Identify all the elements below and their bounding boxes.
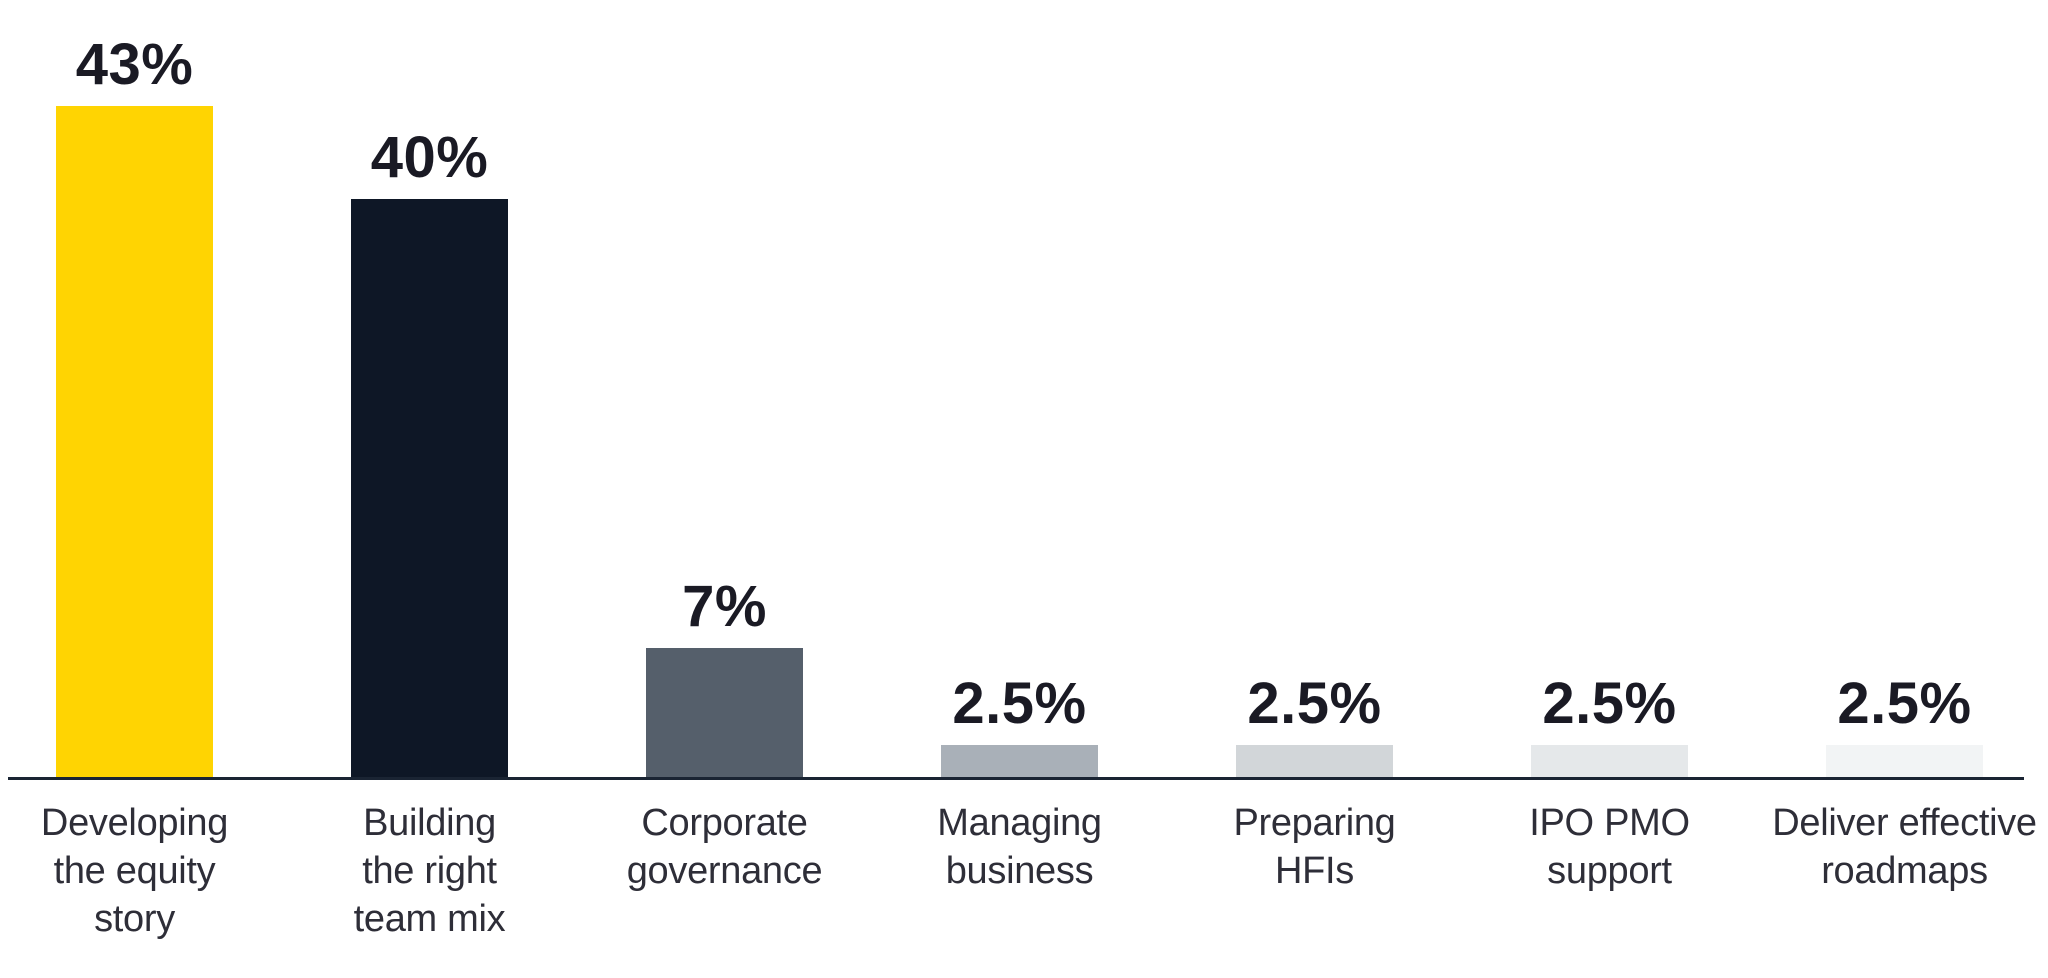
- bar: [1531, 745, 1688, 777]
- bar-category-label: Building the right team mix: [282, 799, 577, 943]
- category-label-line: Preparing: [1233, 802, 1396, 844]
- bar: [941, 745, 1098, 777]
- bar-column: 2.5%: [1462, 0, 1757, 777]
- category-labels-row: Developing the equity story Building the ri…: [0, 799, 2048, 943]
- plot-area: 43% 40% 7% 2.5% 2.5% 2.5% 2.5%: [0, 0, 2048, 777]
- bar-value-label: 40%: [370, 125, 489, 190]
- category-label-line: Corporate: [641, 802, 808, 844]
- bar: [351, 199, 508, 777]
- bar-column: 2.5%: [1167, 0, 1462, 777]
- category-label-line: Developing: [40, 802, 229, 844]
- category-label-line: story: [94, 898, 175, 940]
- bar-column: 40%: [282, 0, 577, 777]
- bar: [1826, 745, 1983, 777]
- category-label-line: IPO PMO: [1529, 802, 1690, 844]
- bar-category-label: Preparing HFIs: [1167, 799, 1462, 943]
- bar: [646, 648, 803, 777]
- category-label-line: the right: [362, 850, 497, 892]
- bar: [56, 106, 213, 777]
- bar-category-label: Deliver effective roadmaps: [1757, 799, 2048, 943]
- category-label-line: roadmaps: [1821, 850, 1988, 892]
- bar-category-label: Corporate governance: [577, 799, 872, 943]
- category-label-line: business: [945, 850, 1094, 892]
- bar-category-label: IPO PMO support: [1462, 799, 1757, 943]
- x-axis-line: [8, 777, 2024, 780]
- category-label-line: team mix: [353, 898, 506, 940]
- bar-category-label: Managing business: [872, 799, 1167, 943]
- bar: [1236, 745, 1393, 777]
- bar-column: 2.5%: [872, 0, 1167, 777]
- bar-value-label: 7%: [682, 574, 767, 639]
- category-label-line: support: [1547, 850, 1672, 892]
- bar-column: 43%: [0, 0, 282, 777]
- bar-column: 2.5%: [1757, 0, 2048, 777]
- bar-value-label: 2.5%: [1247, 671, 1382, 736]
- category-label-line: governance: [626, 850, 823, 892]
- category-label-line: Building: [363, 802, 496, 844]
- category-label-line: Managing: [937, 802, 1102, 844]
- bar-value-label: 2.5%: [1837, 671, 1972, 736]
- bar-value-label: 2.5%: [1542, 671, 1677, 736]
- bar-value-label: 43%: [75, 32, 194, 97]
- bar-category-label: Developing the equity story: [0, 799, 282, 943]
- category-label-line: the equity: [53, 850, 216, 892]
- bar-value-label: 2.5%: [952, 671, 1087, 736]
- category-label-line: HFIs: [1274, 850, 1354, 892]
- bar-column: 7%: [577, 0, 872, 777]
- category-label-line: Deliver effective: [1772, 802, 2037, 844]
